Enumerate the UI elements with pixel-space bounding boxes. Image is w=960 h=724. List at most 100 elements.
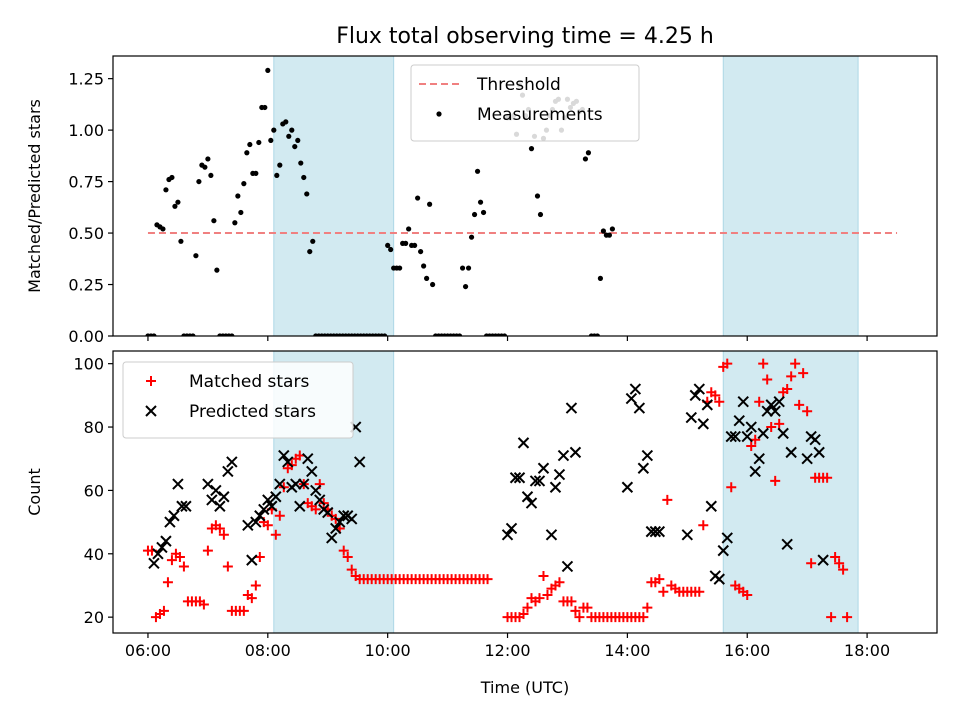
bottom-series-0-point-166 (822, 472, 833, 483)
top-series-0-point-128 (528, 146, 535, 152)
bottom-xtick-label-1: 08:00 (245, 641, 291, 660)
bottom-series-1-point-66 (637, 462, 650, 474)
bottom-series-1-point-8 (180, 500, 192, 512)
bottom-series-0-point-6 (166, 555, 177, 566)
bottom-series-0-point-152 (766, 422, 777, 433)
bottom-series-1-point-30 (298, 478, 310, 490)
bottom-series-1-point-65 (633, 402, 646, 414)
bottom-series-1-point-33 (310, 484, 322, 497)
bottom-ytick-label-0: 20 (84, 608, 104, 627)
bottom-series-1-point-10 (206, 494, 218, 506)
top-series-0-point-28 (229, 333, 235, 336)
bottom-series-0-point-96 (542, 589, 553, 600)
bottom-series-1-point-3 (160, 535, 172, 547)
chart-title: Flux total observing time = 4.25 h (336, 24, 714, 49)
bottom-series-1-point-59 (561, 560, 574, 573)
bottom-series-1-point-58 (557, 449, 570, 462)
bottom-series-1-point-70 (653, 525, 666, 538)
bottom-plot-area (142, 351, 859, 633)
top-ytick-label-0: 0.00 (68, 327, 104, 346)
bottom-series-1-point-77 (705, 500, 717, 512)
bottom-series-0-point-146 (742, 589, 753, 600)
bottom-series-0-point-138 (710, 390, 721, 401)
bottom-series-0-point-120 (638, 612, 649, 623)
top-legend-handle-1 (436, 111, 442, 117)
top-series-0-point-90 (415, 195, 421, 201)
top-series-0-point-11 (178, 238, 184, 244)
bottom-series-0-point-148 (750, 434, 761, 445)
bottom-series-0-point-139 (714, 396, 725, 407)
bottom-series-0-point-49 (338, 545, 349, 556)
bottom-series-1-point-85 (737, 395, 749, 408)
bottom-ytick-label-3: 80 (84, 418, 104, 437)
bottom-series-1-point-89 (753, 453, 765, 465)
bottom-series-1-point-73 (689, 389, 702, 402)
bottom-series-1-point-2 (156, 541, 168, 554)
bottom-series-1-point-69 (649, 525, 662, 538)
top-series-0-point-106 (462, 283, 469, 290)
top-series-0-point-81 (388, 246, 394, 253)
bottom-series-0-point-149 (754, 396, 765, 407)
bottom-series-1-point-11 (210, 484, 222, 497)
bottom-series-1-point-26 (282, 456, 294, 468)
bottom-series-1-point-93 (769, 405, 781, 417)
top-series-0-point-84 (397, 265, 403, 271)
bottom-series-1-point-72 (685, 411, 698, 424)
top-series-0-point-51 (298, 160, 304, 166)
bottom-xtick-label-4: 14:00 (604, 641, 650, 660)
bottom-series-1-point-86 (741, 430, 753, 443)
bottom-series-0-point-104 (574, 612, 585, 623)
top-series-0-point-111 (477, 199, 484, 205)
bottom-series-1-point-29 (294, 500, 306, 512)
top-series-0-point-86 (403, 240, 409, 246)
bottom-xtick-label-3: 12:00 (484, 641, 530, 660)
top-legend-box (410, 64, 640, 142)
bottom-series-0-point-168 (830, 551, 841, 562)
bottom-ytick-label-1: 40 (84, 545, 104, 564)
bottom-series-0-point-154 (774, 418, 785, 429)
bottom-series-1-point-74 (693, 383, 705, 395)
bottom-series-1-point-101 (813, 446, 825, 459)
top-series-0-point-21 (208, 172, 214, 179)
bottom-series-0-point-85 (482, 574, 493, 585)
bottom-series-1-point-55 (545, 529, 558, 541)
bottom-series-0-point-153 (770, 475, 781, 486)
bottom-legend-handle-0 (146, 376, 156, 386)
bottom-series-0-point-15 (202, 545, 213, 556)
bottom-series-1-point-51 (525, 497, 538, 509)
top-series-0-point-10 (175, 199, 181, 205)
bottom-series-1-point-5 (168, 510, 180, 522)
bottom-series-1-point-100 (809, 434, 821, 446)
bottom-series-1-point-37 (326, 532, 338, 544)
top-series-0-point-9 (172, 203, 178, 209)
bottom-series-0-point-50 (342, 551, 353, 562)
bottom-series-0-point-102 (566, 596, 577, 607)
bottom-series-1-point-22 (266, 500, 278, 512)
top-series-0-point-33 (244, 150, 250, 156)
bottom-series-1-point-97 (785, 446, 797, 459)
bottom-series-1-point-102 (817, 554, 829, 566)
top-axes-frame (112, 55, 938, 337)
top-series-0-point-119 (501, 333, 508, 336)
top-series-0-point-150 (594, 333, 601, 336)
bottom-series-1-point-46 (505, 522, 518, 535)
bottom-series-0-point-151 (762, 374, 773, 385)
bottom-series-1-point-47 (509, 472, 522, 484)
bottom-xtick-label-5: 16:00 (724, 641, 770, 660)
top-series-0-point-152 (600, 228, 607, 234)
bottom-series-0-point-134 (694, 586, 705, 597)
top-series-0-point-79 (382, 333, 388, 336)
top-series-0-point-155 (609, 226, 615, 232)
top-ytick-label-5: 1.25 (68, 70, 104, 89)
bottom-xtick-label-2: 10:00 (365, 641, 411, 660)
top-plot-area (145, 56, 898, 336)
top-series-0-point-92 (421, 263, 427, 269)
bottom-series-0-point-95 (538, 570, 549, 581)
bottom-series-1-point-31 (302, 453, 314, 465)
bottom-series-0-point-169 (834, 558, 845, 569)
bottom-series-1-point-61 (569, 446, 582, 459)
bottom-series-0-point-150 (758, 358, 769, 369)
bottom-series-0-point-99 (554, 577, 565, 588)
bottom-xtick-label-0: 06:00 (125, 641, 171, 660)
